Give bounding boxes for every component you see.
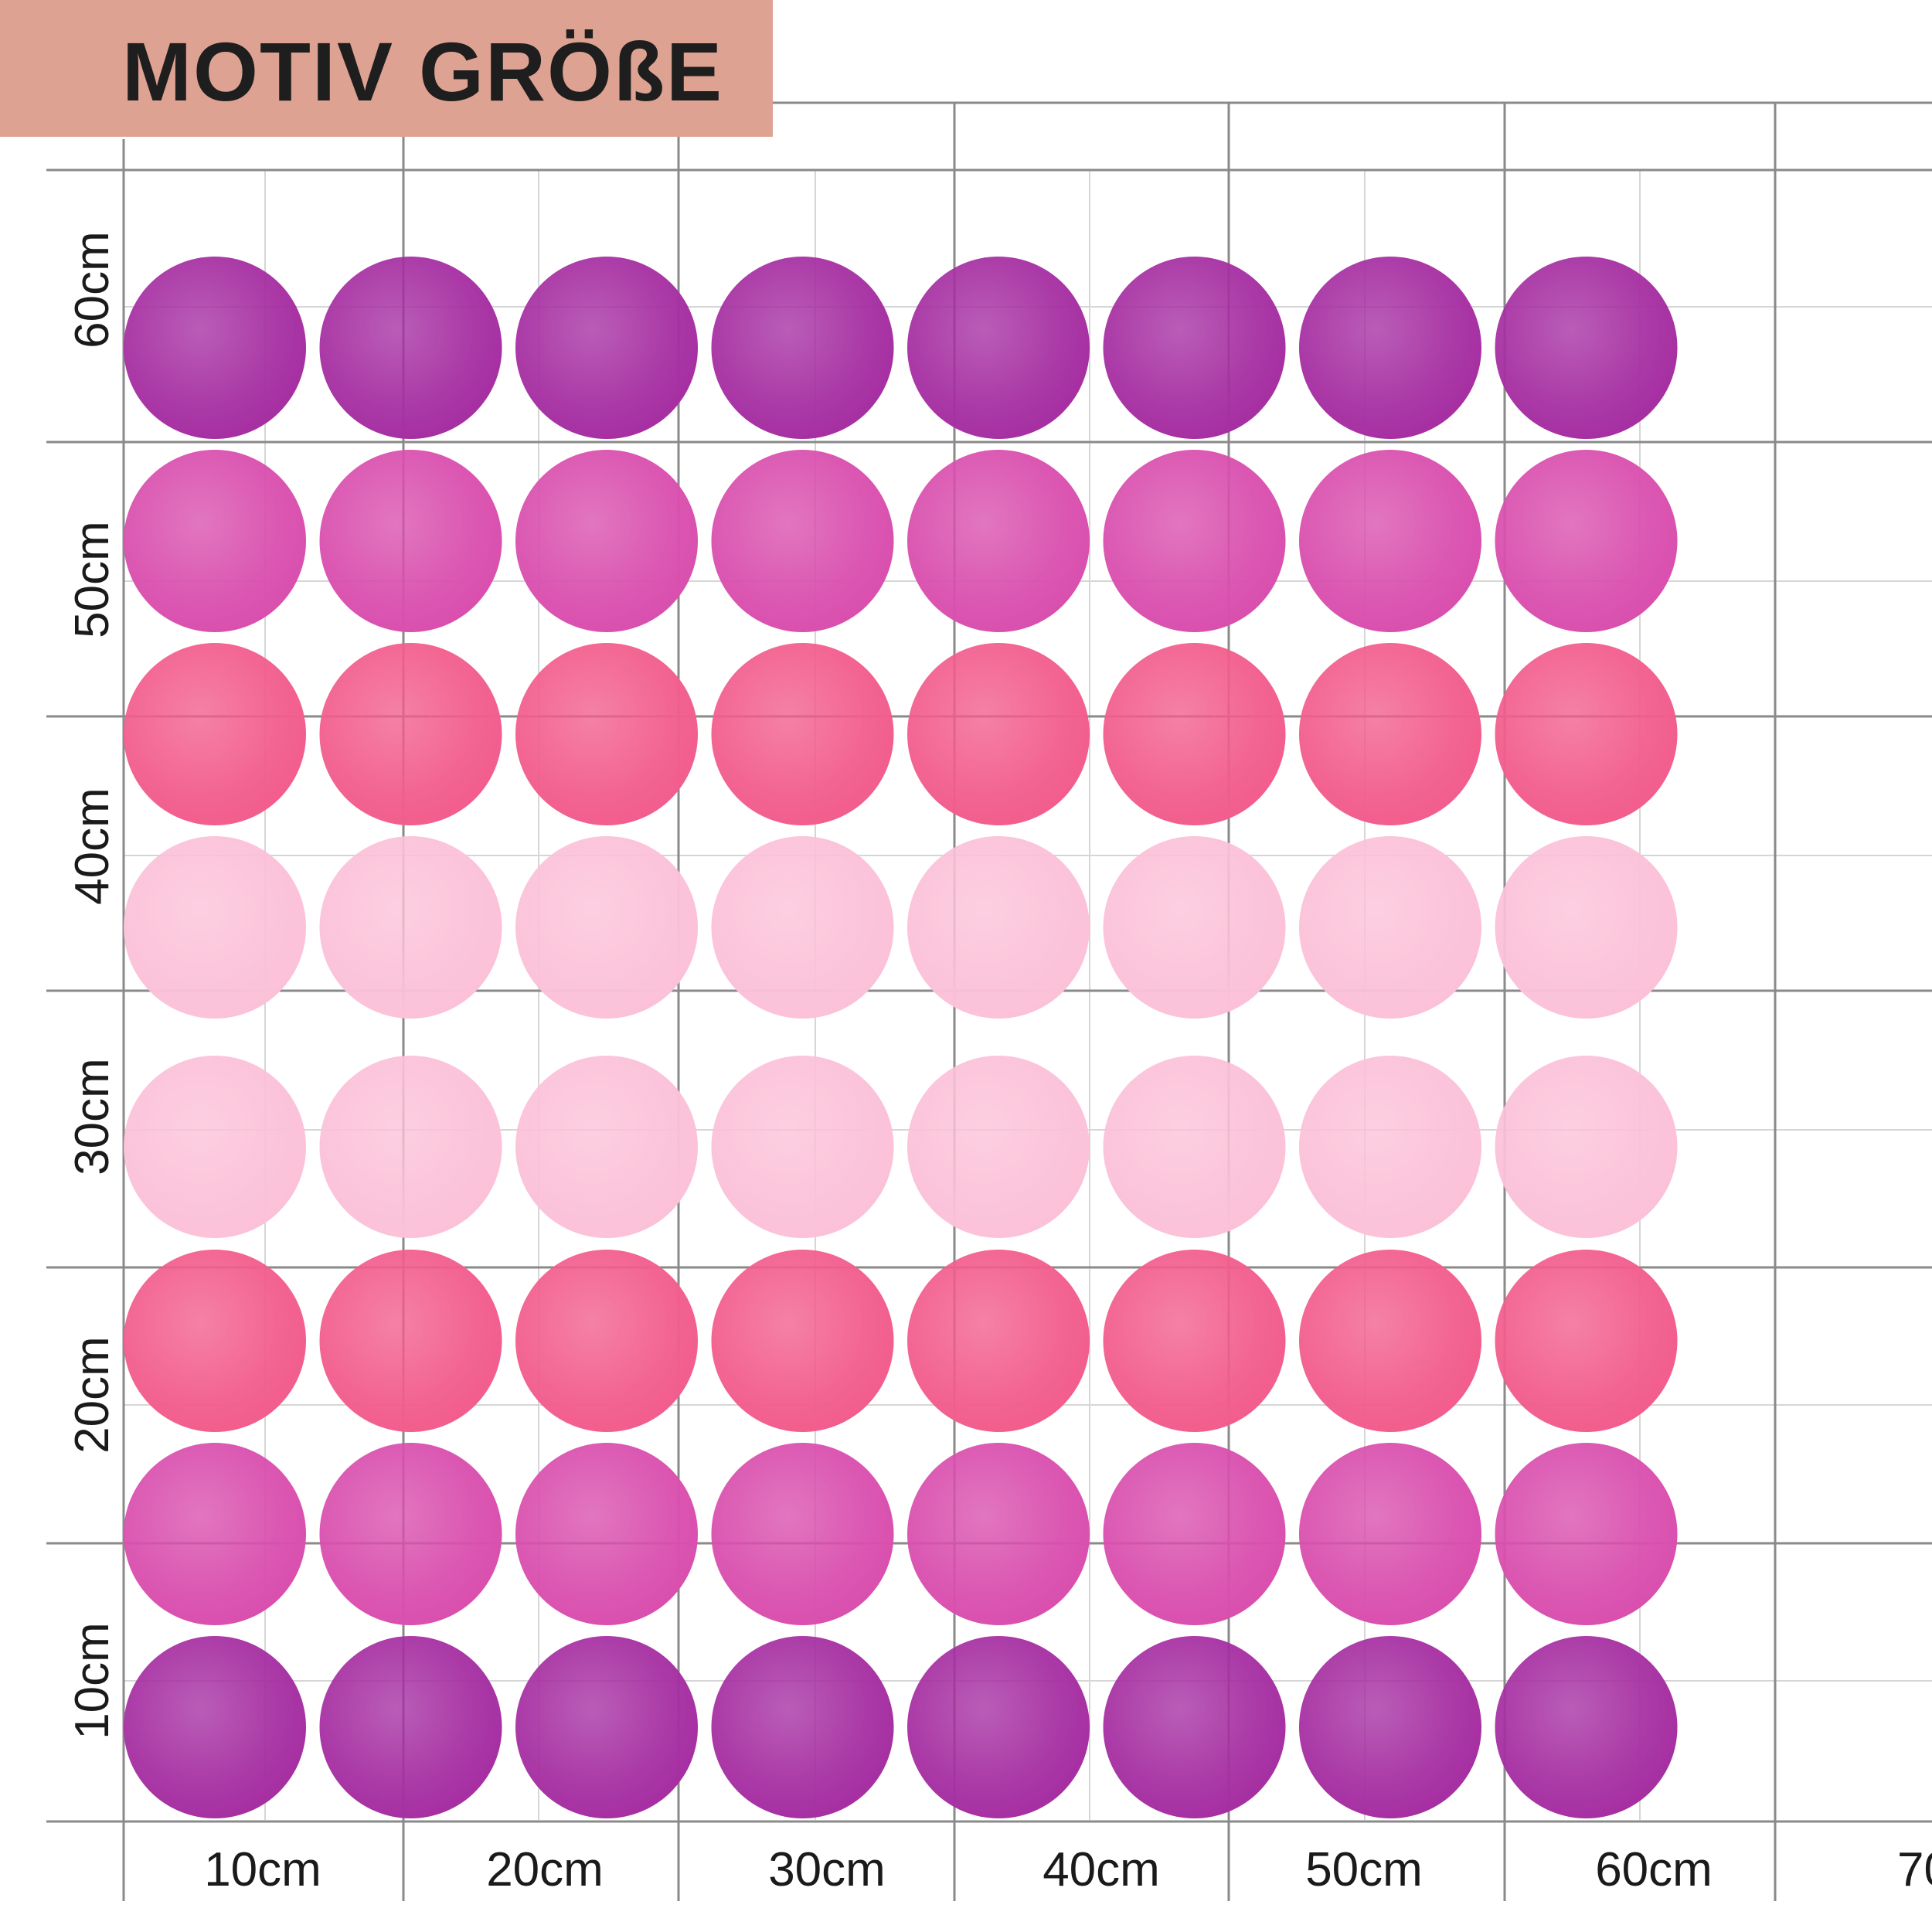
dot-r5-c7 <box>1299 1056 1481 1238</box>
y-label-30cm: 30cm <box>66 1058 119 1175</box>
dot-r6-c3 <box>515 1250 698 1432</box>
dot-r3-c1 <box>124 643 306 825</box>
dot-r8-c7 <box>1299 1636 1481 1818</box>
x-label-10cm: 10cm <box>204 1843 321 1896</box>
dot-r3-c3 <box>515 643 698 825</box>
dot-r4-c5 <box>907 836 1090 1019</box>
dot-r2-c1 <box>124 450 306 632</box>
dot-r8-c6 <box>1103 1636 1286 1818</box>
dot-r7-c2 <box>319 1443 502 1625</box>
dot-r4-c4 <box>711 836 894 1019</box>
dot-r1-c8 <box>1495 257 1678 439</box>
dot-r1-c6 <box>1103 257 1286 439</box>
y-label-50cm: 50cm <box>66 521 119 638</box>
dot-r2-c4 <box>711 450 894 632</box>
dot-r6-c4 <box>711 1250 894 1432</box>
dot-r3-c2 <box>319 643 502 825</box>
y-label-60cm: 60cm <box>66 231 119 349</box>
dot-r4-c6 <box>1103 836 1286 1019</box>
x-label-60cm: 60cm <box>1595 1843 1713 1896</box>
dot-r3-c4 <box>711 643 894 825</box>
dot-r6-c8 <box>1495 1250 1678 1432</box>
dot-r2-c6 <box>1103 450 1286 632</box>
dot-r2-c8 <box>1495 450 1678 632</box>
dot-r7-c4 <box>711 1443 894 1625</box>
dot-r7-c7 <box>1299 1443 1481 1625</box>
y-label-10cm: 10cm <box>66 1622 119 1740</box>
dot-r5-c4 <box>711 1056 894 1238</box>
dot-r4-c8 <box>1495 836 1678 1019</box>
dot-r8-c4 <box>711 1636 894 1818</box>
dot-r7-c1 <box>124 1443 306 1625</box>
dot-r7-c8 <box>1495 1443 1678 1625</box>
dot-r5-c1 <box>124 1056 306 1238</box>
dot-r7-c6 <box>1103 1443 1286 1625</box>
dot-r6-c6 <box>1103 1250 1286 1432</box>
y-label-40cm: 40cm <box>66 787 119 905</box>
dot-r2-c5 <box>907 450 1090 632</box>
dot-r8-c2 <box>319 1636 502 1818</box>
dot-r6-c5 <box>907 1250 1090 1432</box>
dot-r8-c3 <box>515 1636 698 1818</box>
dot-r1-c1 <box>124 257 306 439</box>
dot-r5-c2 <box>319 1056 502 1238</box>
dot-r1-c7 <box>1299 257 1481 439</box>
dot-r6-c7 <box>1299 1250 1481 1432</box>
dot-r8-c1 <box>124 1636 306 1818</box>
dot-r8-c8 <box>1495 1636 1678 1818</box>
y-label-20cm: 20cm <box>66 1336 119 1454</box>
banner-title: MOTIV GRÖßE <box>122 25 723 118</box>
dot-r3-c8 <box>1495 643 1678 825</box>
dot-r7-c3 <box>515 1443 698 1625</box>
x-label-40cm: 40cm <box>1043 1843 1160 1896</box>
x-label-30cm: 30cm <box>768 1843 886 1896</box>
dot-r5-c8 <box>1495 1056 1678 1238</box>
dot-r4-c3 <box>515 836 698 1019</box>
dot-r1-c5 <box>907 257 1090 439</box>
dot-r3-c6 <box>1103 643 1286 825</box>
dot-r4-c7 <box>1299 836 1481 1019</box>
dot-r4-c2 <box>319 836 502 1019</box>
x-label-50cm: 50cm <box>1305 1843 1423 1896</box>
dot-r7-c5 <box>907 1443 1090 1625</box>
dot-r5-c6 <box>1103 1056 1286 1238</box>
dot-r2-c7 <box>1299 450 1481 632</box>
dot-r5-c3 <box>515 1056 698 1238</box>
title-banner: MOTIV GRÖßE <box>0 0 773 137</box>
dot-r2-c3 <box>515 450 698 632</box>
dot-r1-c4 <box>711 257 894 439</box>
dot-r8-c5 <box>907 1636 1090 1818</box>
x-label-70cm: 70c <box>1897 1843 1932 1896</box>
dot-r4-c1 <box>124 836 306 1019</box>
dot-r5-c5 <box>907 1056 1090 1238</box>
dot-r1-c3 <box>515 257 698 439</box>
dot-r6-c1 <box>124 1250 306 1432</box>
dot-r3-c5 <box>907 643 1090 825</box>
dot-r1-c2 <box>319 257 502 439</box>
x-label-20cm: 20cm <box>486 1843 604 1896</box>
dot-r6-c2 <box>319 1250 502 1432</box>
dot-r3-c7 <box>1299 643 1481 825</box>
dot-r2-c2 <box>319 450 502 632</box>
